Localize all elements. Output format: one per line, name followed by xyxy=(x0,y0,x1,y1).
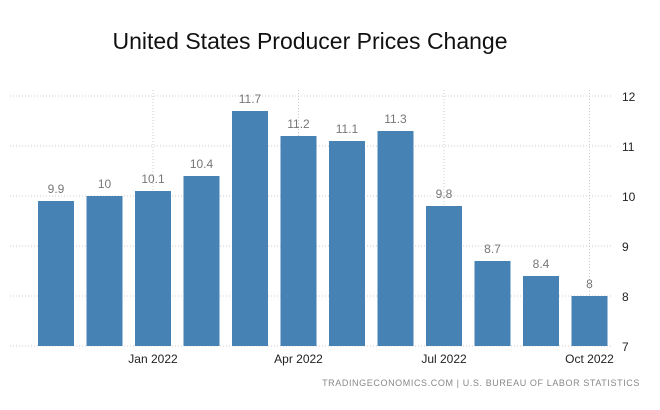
bar xyxy=(135,191,171,346)
data-label: 9.8 xyxy=(436,187,453,201)
y-tick-label: 10 xyxy=(622,190,636,204)
data-label: 10.4 xyxy=(190,157,214,171)
bar xyxy=(426,206,462,346)
data-label: 9.9 xyxy=(48,182,65,196)
source-credit: TRADINGECONOMICS.COM | U.S. BUREAU OF LA… xyxy=(322,378,640,388)
y-tick-label: 7 xyxy=(622,340,629,354)
bar xyxy=(474,261,511,346)
data-label: 11.7 xyxy=(239,92,262,106)
x-tick-label: Oct 2022 xyxy=(565,352,614,366)
y-tick-label: 9 xyxy=(622,240,629,254)
data-label: 11.1 xyxy=(336,122,359,136)
x-tick-label: Apr 2022 xyxy=(274,352,323,366)
bar xyxy=(377,131,414,346)
chart-title: United States Producer Prices Change xyxy=(112,28,508,54)
bar xyxy=(571,296,608,346)
bar xyxy=(38,201,74,346)
data-label: 8.7 xyxy=(484,242,501,256)
data-label: 11.2 xyxy=(287,117,310,131)
x-tick-label: Jul 2022 xyxy=(421,352,467,366)
data-label: 8 xyxy=(586,277,593,291)
bar xyxy=(523,276,559,346)
y-tick-label: 11 xyxy=(622,140,635,154)
bar xyxy=(329,141,365,346)
bar xyxy=(280,136,317,346)
y-tick-label: 12 xyxy=(622,90,636,104)
x-tick-label: Jan 2022 xyxy=(128,352,178,366)
data-label: 8.4 xyxy=(533,257,550,271)
bar xyxy=(86,196,123,346)
data-label: 10.1 xyxy=(141,172,165,186)
bar xyxy=(183,176,220,346)
data-label: 11.3 xyxy=(384,112,407,126)
bar xyxy=(232,111,268,346)
y-tick-label: 8 xyxy=(622,290,629,304)
data-label: 10 xyxy=(98,177,112,191)
